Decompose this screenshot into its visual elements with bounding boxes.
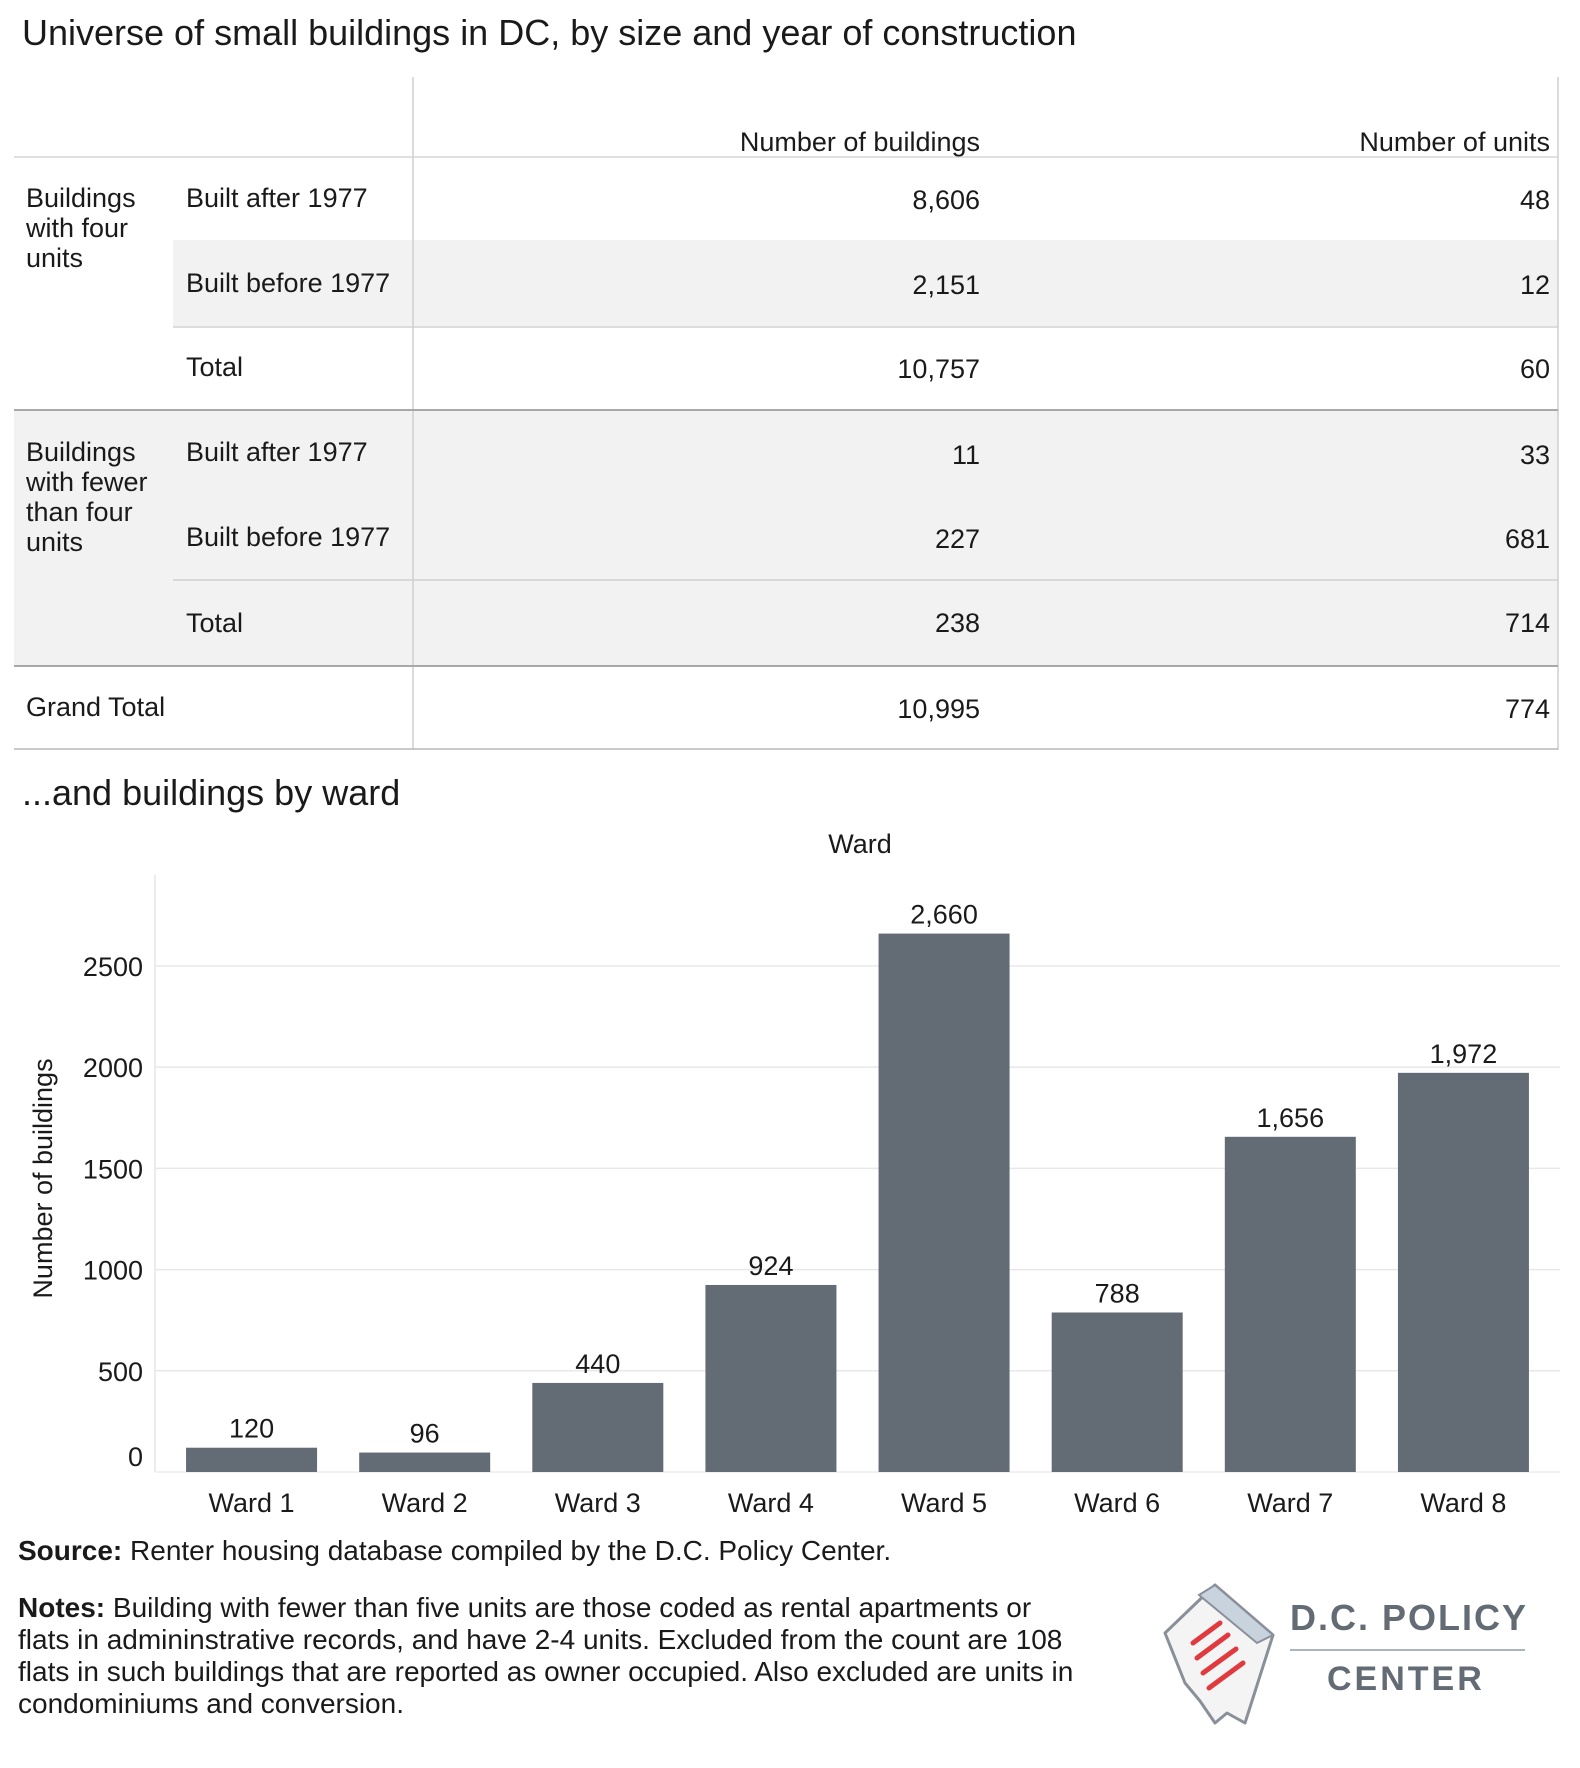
row-label: Built before 1977: [186, 522, 391, 552]
cell-units: 714: [1504, 608, 1550, 638]
notes-label: Notes:: [18, 1592, 106, 1623]
table-grid: [14, 77, 1559, 750]
source-note: Source: Renter housing database compiled…: [18, 1535, 1118, 1567]
group-label-fewer-than-four: Buildings with fewer than four units: [26, 437, 148, 557]
bar-ward-2: [359, 1452, 491, 1472]
data-label: 440: [575, 1349, 620, 1379]
data-label: 96: [410, 1419, 440, 1449]
source-label: Source:: [18, 1535, 123, 1566]
cell-units: 60: [1519, 354, 1550, 384]
logo-line2: CENTER: [1327, 1660, 1485, 1698]
cell-buildings: 238: [934, 608, 980, 638]
x-tick-label: Ward 1: [209, 1488, 295, 1518]
ward-bar-chart: 0 500 1000 1500 2000 2500 Ward Number of buildi…: [28, 830, 1560, 1518]
header-number-of-buildings: Number of buildings: [739, 127, 980, 157]
x-tick-label: Ward 3: [555, 1488, 641, 1518]
cell-buildings: 10,757: [897, 354, 980, 384]
x-tick-label: Ward 4: [728, 1488, 814, 1518]
y-tick-label: 2000: [83, 1053, 143, 1083]
y-tick-label: 500: [98, 1357, 143, 1387]
page-title: Universe of small buildings in DC, by si…: [22, 12, 1077, 53]
data-label: 1,656: [1257, 1103, 1325, 1133]
cell-buildings: 2,151: [912, 270, 980, 300]
notes: Notes: Building with fewer than five uni…: [18, 1592, 1088, 1720]
data-label: 120: [229, 1414, 274, 1444]
row-label: Built before 1977: [186, 268, 391, 298]
bar-ward-8: [1397, 1072, 1529, 1472]
x-tick-label: Ward 8: [1420, 1488, 1506, 1518]
cell-units: 33: [1519, 440, 1550, 470]
chart-subtitle: ...and buildings by ward: [22, 772, 401, 813]
source-text: Renter housing database compiled by the …: [130, 1535, 892, 1566]
x-tick-label: Ward 2: [382, 1488, 468, 1518]
bar-ward-1: [186, 1447, 318, 1472]
dc-map-icon: D.C. POLICY CENTER: [1163, 1583, 1528, 1725]
data-label: 2,660: [910, 900, 978, 930]
row-label: Built after 1977: [186, 183, 368, 213]
notes-text: Building with fewer than five units are …: [18, 1592, 1074, 1719]
y-tick-label: 2500: [83, 952, 143, 982]
cell-units: 681: [1504, 524, 1550, 554]
y-axis-label: Number of buildings: [28, 1058, 58, 1298]
x-tick-label: Ward 7: [1247, 1488, 1333, 1518]
grand-total-units: 774: [1504, 694, 1550, 724]
row-label: Built after 1977: [186, 437, 368, 467]
grand-total-buildings: 10,995: [897, 694, 980, 724]
cell-buildings: 227: [934, 524, 980, 554]
logo-line1: D.C. POLICY: [1290, 1597, 1528, 1638]
cell-units: 12: [1519, 270, 1550, 300]
y-tick-label: 1000: [83, 1256, 143, 1286]
data-label: 788: [1095, 1278, 1140, 1308]
data-label: 1,972: [1430, 1039, 1498, 1069]
cell-buildings: 11: [951, 440, 980, 470]
group-label-four-units: Buildings with four units: [26, 183, 136, 273]
bar-ward-4: [705, 1284, 837, 1472]
data-label: 924: [748, 1251, 793, 1281]
dc-policy-center-logo: D.C. POLICY CENTER: [1135, 1565, 1535, 1745]
x-tick-label: Ward 6: [1074, 1488, 1160, 1518]
row-label: Total: [186, 352, 244, 382]
chart-title: Ward: [828, 830, 892, 859]
row-label: Total: [186, 608, 244, 638]
bar-ward-5: [878, 933, 1010, 1472]
x-tick-label: Ward 5: [901, 1488, 987, 1518]
y-tick-label: 0: [128, 1442, 143, 1472]
y-tick-label: 1500: [83, 1154, 143, 1184]
summary-table: Number of buildings Number of units Buil…: [0, 0, 1580, 760]
grand-total-label: Grand Total: [26, 692, 166, 722]
bar-ward-7: [1224, 1136, 1356, 1472]
bar-ward-3: [532, 1382, 664, 1472]
header-number-of-units: Number of units: [1359, 127, 1550, 157]
cell-units: 48: [1519, 185, 1550, 215]
cell-buildings: 8,606: [912, 185, 980, 215]
bar-ward-6: [1051, 1312, 1183, 1472]
